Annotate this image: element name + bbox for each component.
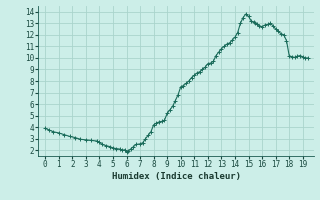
X-axis label: Humidex (Indice chaleur): Humidex (Indice chaleur) — [111, 172, 241, 181]
